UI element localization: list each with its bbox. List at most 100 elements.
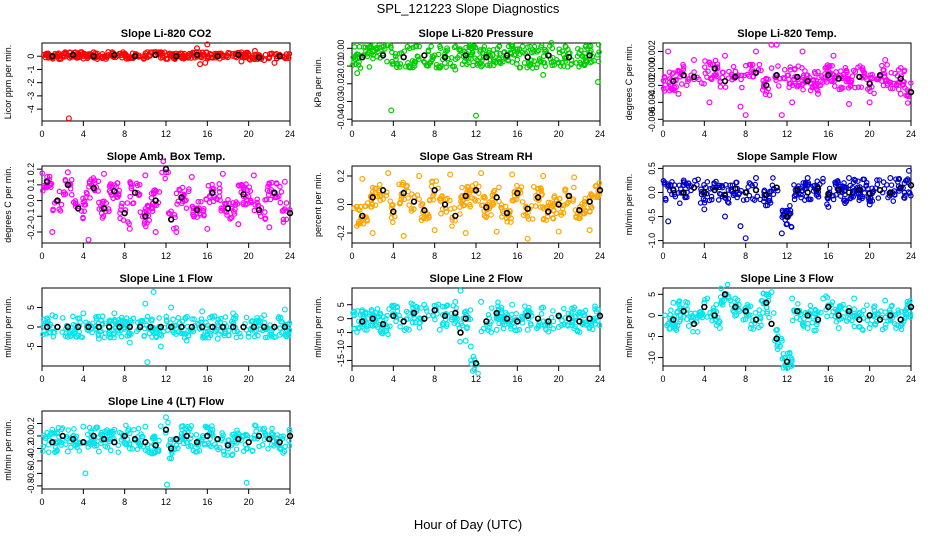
y-axis-label: percent per min. <box>313 172 323 237</box>
data-point-band <box>266 54 273 60</box>
data-point-band <box>496 43 502 50</box>
x-tick-label: 20 <box>554 251 564 261</box>
data-point <box>144 359 151 366</box>
data-point <box>897 316 904 323</box>
data-point-band <box>180 55 187 61</box>
data-point-band <box>807 302 814 309</box>
x-tick-label: 0 <box>39 251 44 261</box>
data-point-band <box>283 200 290 206</box>
data-point-band <box>531 43 538 50</box>
y-tick-label: -0.02 <box>336 74 346 95</box>
data-point <box>887 175 894 182</box>
data-point <box>214 53 221 60</box>
data-point-band <box>404 43 411 50</box>
panel-6: Slope Line 1 Flow ml/min per min. 5 0 -5 0 4 8 1… <box>3 273 295 384</box>
data-point <box>65 115 72 122</box>
data-point <box>126 225 133 232</box>
data-point <box>897 90 904 97</box>
data-point <box>866 99 873 106</box>
data-point <box>204 432 211 440</box>
data-point <box>565 53 573 61</box>
y-tick-label: -0.004 <box>647 90 657 116</box>
data-point-band <box>170 316 176 323</box>
data-point-band <box>216 181 223 187</box>
data-point <box>534 315 542 322</box>
data-point-band <box>449 223 455 229</box>
data-point <box>548 39 555 46</box>
data-point <box>586 198 593 205</box>
data-point-band <box>115 449 122 455</box>
data-point-band <box>562 43 569 50</box>
data-point <box>851 295 858 302</box>
data-point <box>238 58 245 65</box>
data-point-band <box>496 184 502 191</box>
data-point-band <box>701 64 708 70</box>
data-point-band <box>107 447 114 454</box>
data-point <box>95 448 102 455</box>
data-point <box>400 318 407 325</box>
data-point <box>452 309 459 317</box>
data-point <box>706 99 713 106</box>
data-point-band <box>416 196 422 202</box>
data-point-band <box>118 52 125 59</box>
data-point-band <box>68 444 74 451</box>
data-point <box>711 312 718 319</box>
data-point <box>173 435 180 443</box>
data-point-band <box>677 200 683 207</box>
x-tick-label: 0 <box>660 251 665 261</box>
x-tick-label: 24 <box>285 129 295 139</box>
data-point-band <box>726 68 732 75</box>
panel-title: Slope Line 4 (LT) Flow <box>108 396 224 408</box>
series-all <box>41 41 288 122</box>
data-point-band <box>397 64 403 70</box>
data-point-band <box>488 305 495 311</box>
x-tick-label: 0 <box>39 374 44 384</box>
data-point-band <box>425 48 432 55</box>
data-point-band <box>787 64 794 70</box>
x-tick-label: 16 <box>512 129 522 139</box>
panel-title: Slope Gas Stream RH <box>419 151 532 163</box>
data-point-band <box>519 199 526 205</box>
data-point <box>202 59 209 66</box>
data-point <box>452 212 459 220</box>
data-point <box>540 172 547 179</box>
data-point <box>198 323 206 331</box>
y-tick-label: -0.002 <box>647 73 657 99</box>
data-point-band <box>156 437 162 444</box>
data-point-band <box>538 311 545 317</box>
data-point <box>452 66 459 73</box>
data-point-band <box>393 56 399 63</box>
data-point <box>111 310 118 317</box>
data-point-band <box>730 63 737 70</box>
data-point <box>431 187 438 194</box>
data-point-band <box>594 52 601 58</box>
data-point-band <box>879 62 885 69</box>
data-point <box>804 325 811 332</box>
data-point-band <box>156 49 163 56</box>
x-tick-label: 4 <box>702 251 707 261</box>
data-point-band <box>560 305 567 312</box>
data-point <box>431 307 438 314</box>
data-point-band <box>887 85 894 92</box>
data-point-band <box>559 48 566 54</box>
y-tick-label: 0.00 <box>336 40 346 58</box>
data-point-band <box>162 175 169 182</box>
noise-band <box>349 41 602 71</box>
data-point <box>716 325 723 332</box>
data-point <box>405 63 412 70</box>
data-point-band <box>405 60 411 66</box>
data-point-band <box>568 61 575 67</box>
data-point-band <box>538 42 545 49</box>
data-point-band <box>397 323 403 330</box>
y-tick-label: 0.1 <box>26 179 36 192</box>
data-point-band <box>488 212 494 218</box>
y-axis-label: ml/min per min. <box>313 296 323 358</box>
data-point <box>444 45 451 52</box>
noise-band <box>660 175 914 230</box>
data-point-band <box>514 182 520 189</box>
x-tick-label: 20 <box>554 374 564 384</box>
data-point <box>369 48 376 55</box>
data-point <box>462 230 469 237</box>
data-point <box>95 323 103 331</box>
data-point-band <box>156 315 162 321</box>
